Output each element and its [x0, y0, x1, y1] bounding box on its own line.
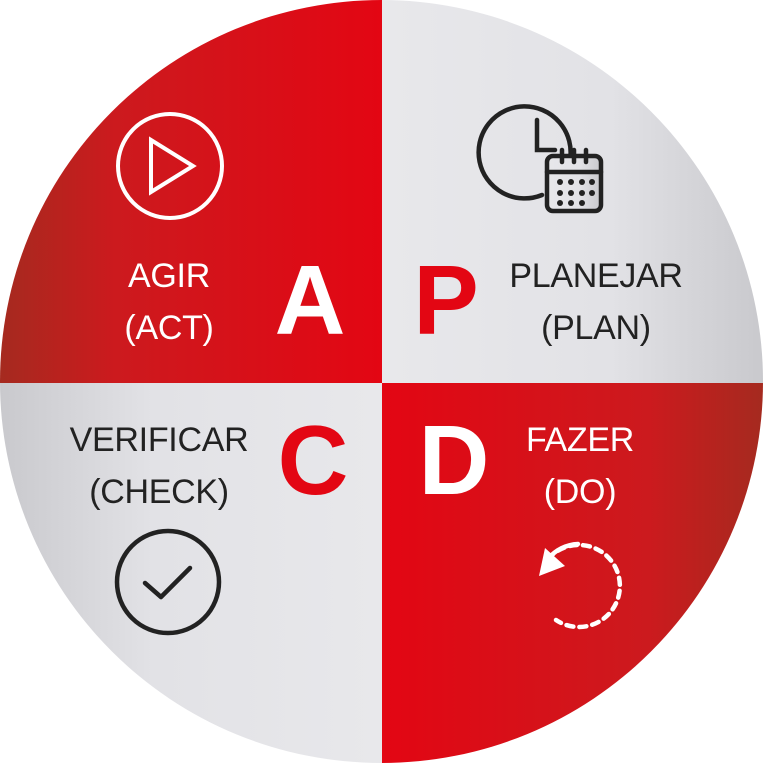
- dashed-rotate-arrow-icon: [539, 541, 623, 630]
- act-label: AGIR: [128, 257, 210, 295]
- check-sublabel: (CHECK): [89, 473, 229, 511]
- calendar-dots: [557, 179, 595, 206]
- play-circle-icon: [116, 112, 224, 220]
- act-sublabel: (ACT): [124, 309, 213, 347]
- clock-calendar-icon: [476, 104, 604, 214]
- check-label: VERIFICAR: [70, 421, 249, 459]
- do-sublabel: (DO): [544, 473, 616, 511]
- act-letter: A: [275, 245, 346, 355]
- check-circle-icon: [114, 528, 222, 636]
- do-letter: D: [419, 405, 490, 515]
- do-label: FAZER: [526, 421, 634, 459]
- plan-label: PLANEJAR: [509, 257, 682, 295]
- plan-sublabel: (PLAN): [541, 309, 651, 347]
- check-letter: C: [278, 405, 349, 515]
- plan-letter: P: [413, 245, 478, 355]
